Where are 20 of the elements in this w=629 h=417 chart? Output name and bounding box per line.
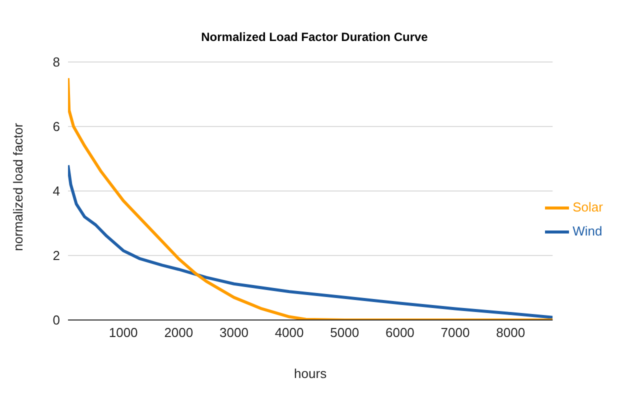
x-axis-title: hours	[294, 366, 328, 381]
chart-title: Normalized Load Factor Duration Curve	[200, 29, 429, 46]
y-tick-label: 8	[52, 54, 60, 70]
x-tick-label: 1000	[108, 325, 138, 340]
x-tick-label: 5000	[330, 325, 360, 340]
line-series	[68, 76, 553, 320]
y-axis-title: normalized load factor	[10, 122, 26, 251]
line-series	[68, 164, 553, 319]
y-tick-label: 6	[52, 119, 60, 134]
y-tick-label: 0	[52, 312, 60, 328]
x-tick-label: 7000	[440, 325, 470, 340]
x-tick-label: 2000	[164, 325, 194, 340]
x-tick-label: 3000	[220, 325, 248, 340]
legend-label: Wind	[572, 223, 602, 238]
y-tick-label: 4	[52, 184, 60, 199]
x-tick-label: 6000	[385, 325, 414, 340]
legend-label: Solar	[572, 199, 603, 214]
y-tick-label: 2	[52, 248, 60, 264]
x-tick-label: 8000	[496, 325, 526, 340]
x-tick-label: 4000	[274, 325, 304, 340]
